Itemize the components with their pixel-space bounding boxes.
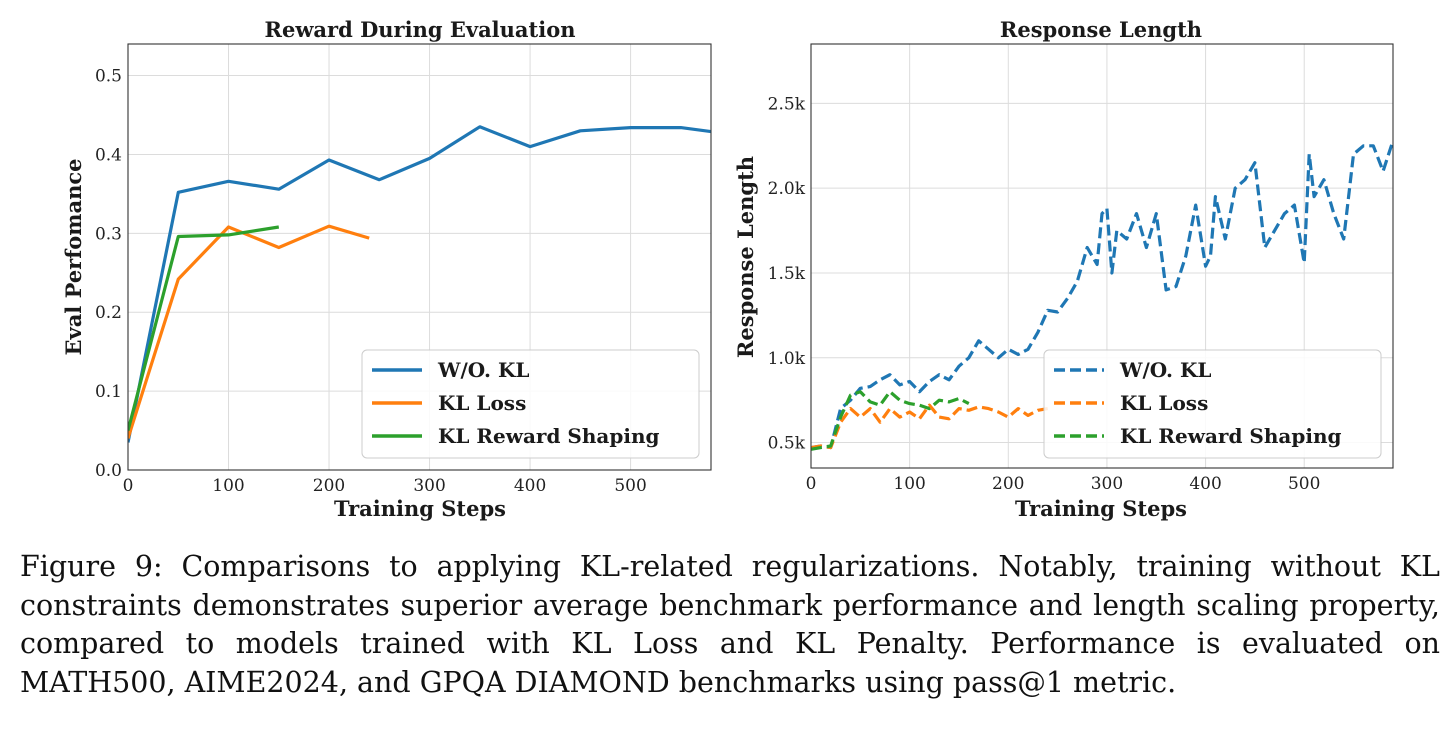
caption-line-2: constraints demonstrates superior averag… — [20, 588, 1440, 622]
reward-chart-xlabel: Training Steps — [334, 496, 506, 521]
reward-chart-legend-label: W/O. KL — [437, 358, 529, 382]
response-length-chart-series-kl-reward-shaping — [811, 390, 970, 451]
response-length-chart-xtick-label: 200 — [992, 474, 1024, 494]
response-length-chart-ytick-label: 1.5k — [768, 264, 806, 284]
response-length-chart-ylabel: Response Length — [733, 156, 758, 358]
reward-chart-title: Reward During Evaluation — [265, 17, 576, 42]
reward-chart-ylabel: Eval Perfomance — [61, 158, 86, 355]
response-length-chart: Response Length 0 100 200 300 400 500 0.5k 1.0k… — [733, 17, 1394, 521]
caption-line-1: Figure 9: Comparisons to applying KL-rel… — [20, 550, 1440, 583]
reward-chart-frame — [127, 43, 712, 471]
reward-chart: Reward During Evaluation 0 100 200 300 400 50… — [61, 17, 712, 521]
response-length-chart-ytick-label: 1.0k — [768, 349, 806, 369]
reward-chart-ytick-label: 0.0 — [95, 461, 122, 481]
response-length-chart-xtick-label: 300 — [1091, 474, 1123, 494]
reward-chart-series-w-o-kl — [128, 125, 711, 443]
reward-chart-ytick-label: 0.4 — [95, 145, 122, 165]
reward-chart-legend — [361, 349, 700, 459]
response-length-chart-ytick-label: 0.5k — [768, 434, 806, 454]
response-length-chart-ytick-label: 2.5k — [768, 94, 806, 114]
figure-caption: Figure 9: Comparisons to applying KL-rel… — [20, 548, 1440, 702]
response-length-chart-legend-label: W/O. KL — [1119, 358, 1211, 382]
reward-chart-xtick-label: 400 — [514, 476, 546, 496]
figure: Reward During Evaluation 0 100 200 300 400 50… — [61, 17, 1394, 521]
reward-chart-series-kl-loss — [128, 224, 370, 439]
reward-chart-xtick-label: 200 — [313, 476, 345, 496]
response-length-chart-xlabel: Training Steps — [1015, 496, 1187, 521]
response-length-chart-title: Response Length — [1000, 17, 1202, 42]
reward-chart-ytick-label: 0.1 — [95, 382, 122, 402]
response-length-chart-xtick-label: 400 — [1189, 474, 1221, 494]
reward-chart-series-kl-reward-shaping — [128, 225, 280, 432]
response-length-chart-xtick-label: 500 — [1288, 474, 1320, 494]
caption-line-3: compared to models trained with KL Loss … — [20, 627, 1440, 660]
caption-line-4: MATH500, AIME2024, and GPQA DIAMOND benc… — [20, 665, 1177, 699]
response-length-chart-legend-label: KL Loss — [1120, 391, 1208, 415]
reward-chart-legend-label: KL Loss — [438, 391, 526, 415]
response-length-chart-frame — [810, 43, 1394, 469]
response-length-chart-xtick-label: 100 — [893, 474, 925, 494]
response-length-chart-series-kl-loss — [811, 403, 1048, 450]
response-length-chart-legend-label: KL Reward Shaping — [1120, 424, 1341, 448]
reward-chart-ytick-label: 0.5 — [95, 67, 122, 87]
reward-chart-xtick-label: 500 — [614, 476, 646, 496]
response-length-chart-series-w-o-kl — [811, 140, 1393, 450]
response-length-chart-legend — [1043, 349, 1382, 459]
response-length-chart-xtick-label: 0 — [806, 474, 817, 494]
reward-chart-xtick-label: 0 — [123, 476, 134, 496]
reward-chart-legend-label: KL Reward Shaping — [438, 424, 659, 448]
response-length-chart-ytick-label: 2.0k — [768, 179, 806, 199]
reward-chart-xtick-label: 300 — [413, 476, 445, 496]
reward-chart-ytick-label: 0.3 — [95, 224, 122, 244]
reward-chart-xtick-label: 100 — [212, 476, 244, 496]
reward-chart-ytick-label: 0.2 — [95, 303, 122, 323]
